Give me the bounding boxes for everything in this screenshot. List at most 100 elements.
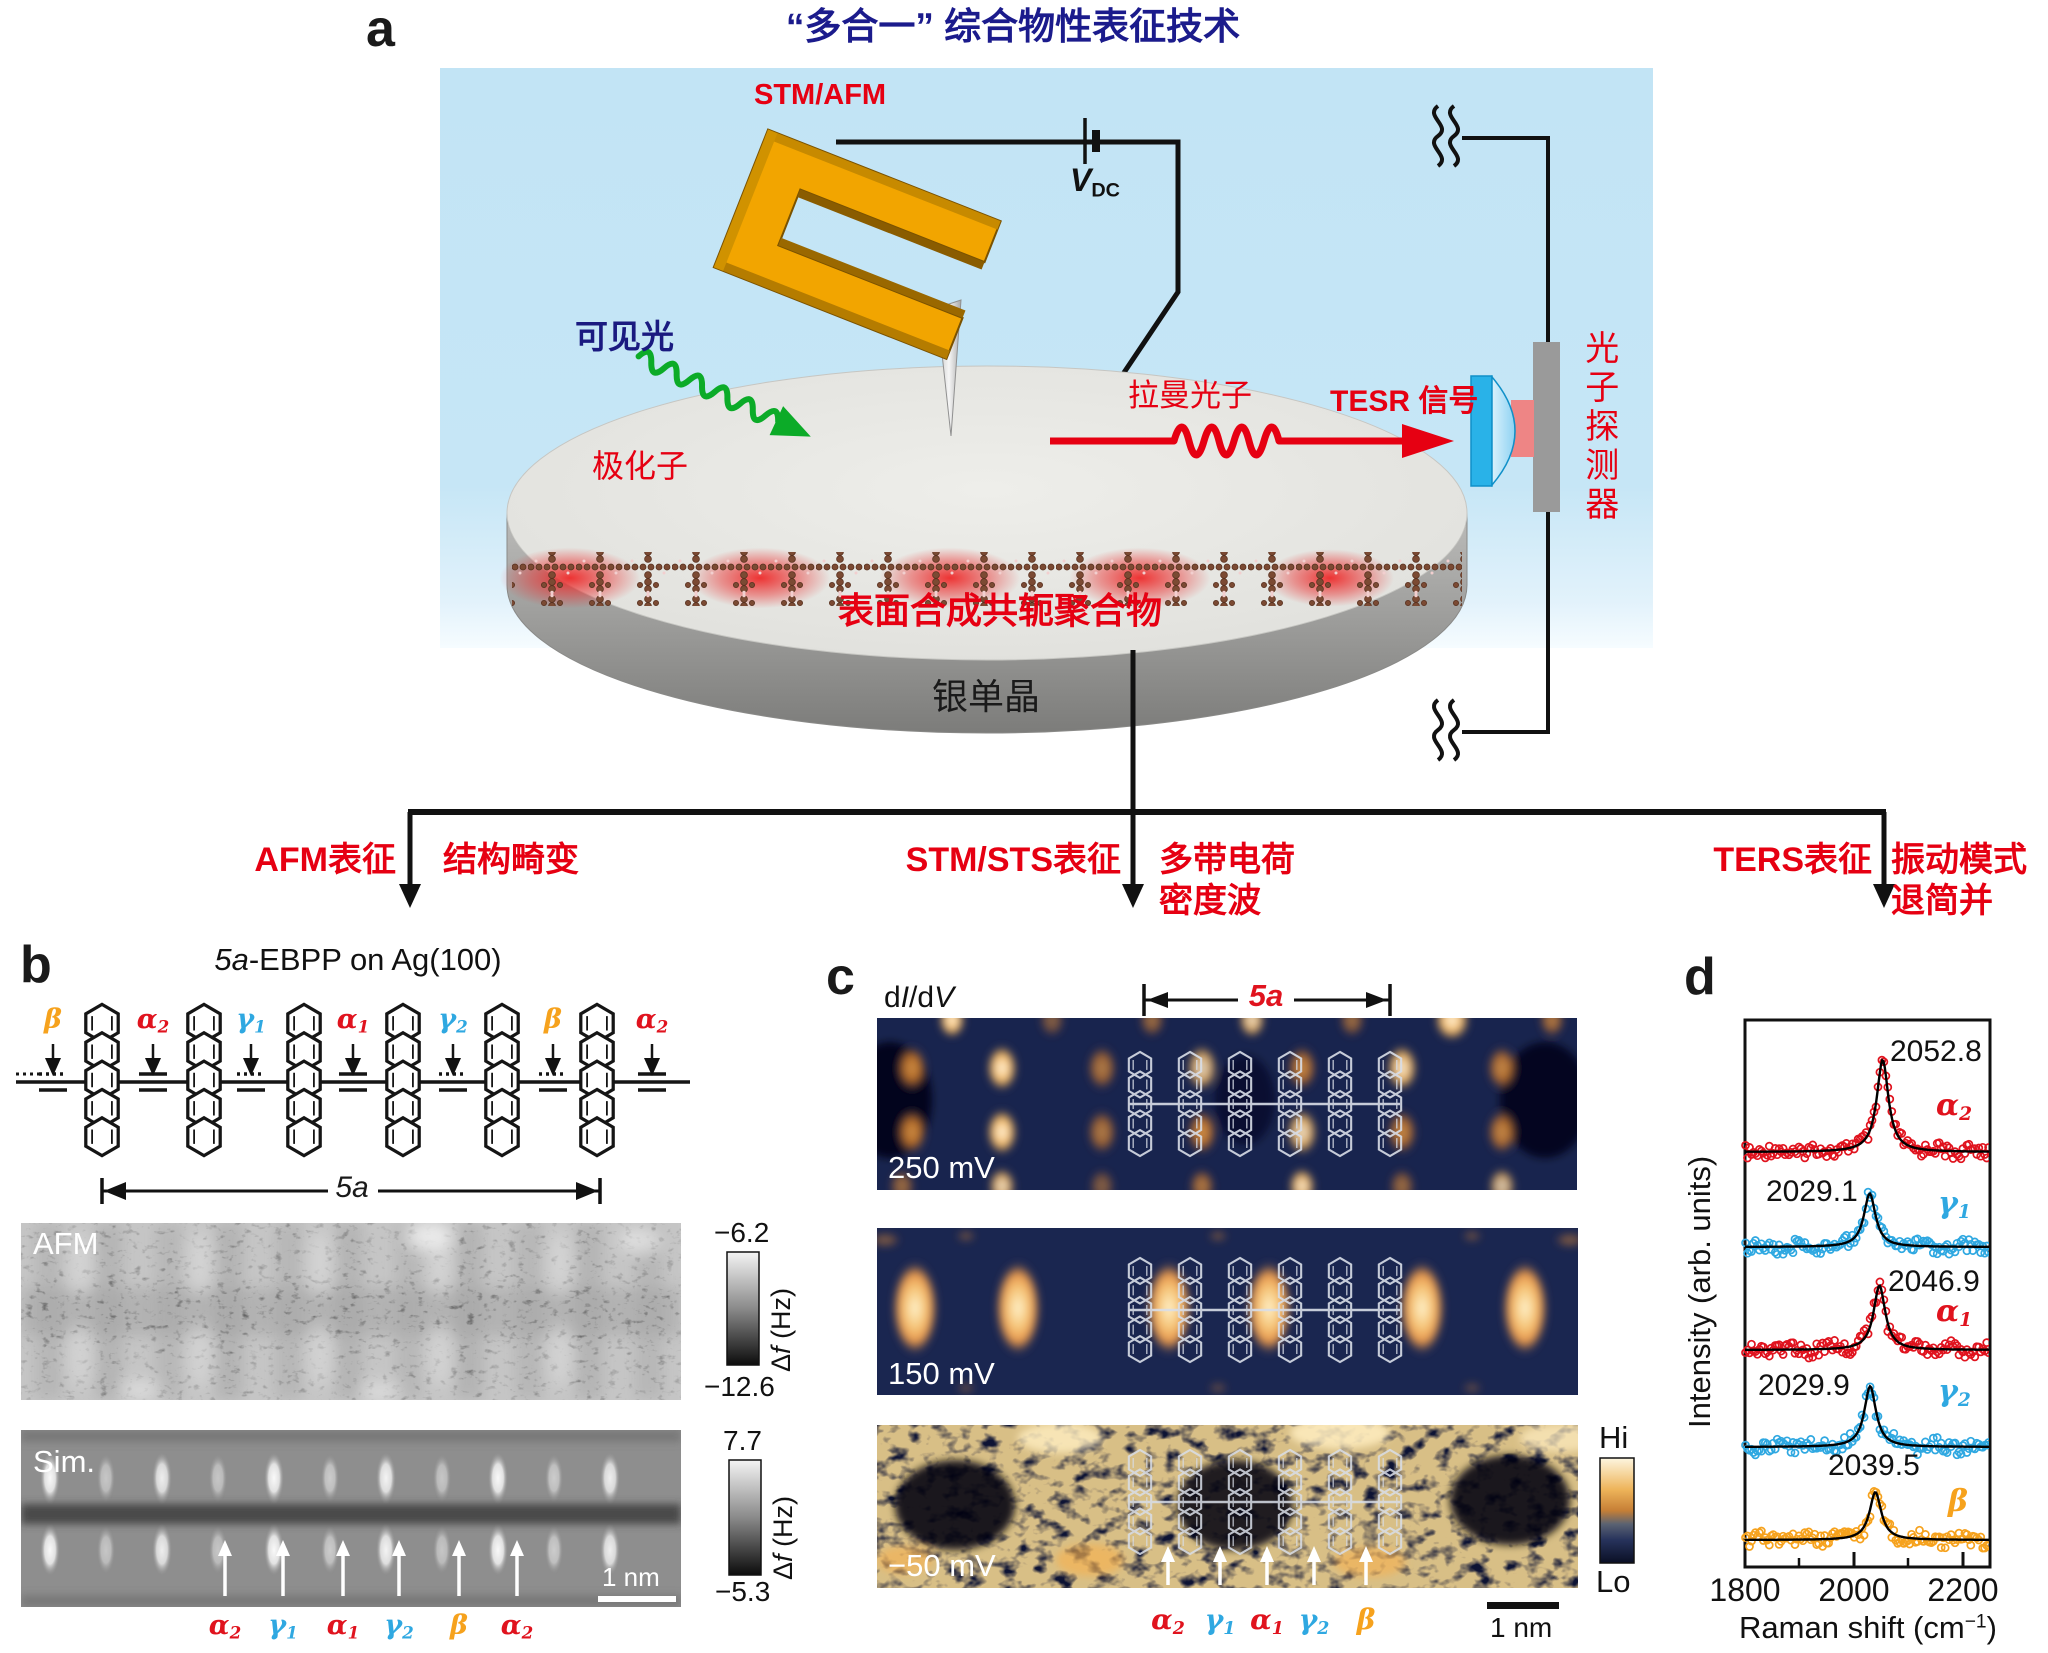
afm-colorbar-unit: Δf (Hz) xyxy=(766,1288,797,1372)
afm-image-label: AFM xyxy=(33,1226,99,1261)
fit-curve-γ1 xyxy=(1745,1191,1989,1248)
visible-light-label: 可见光 xyxy=(575,318,674,355)
peak-value-4: 2039.5 xyxy=(1828,1449,1920,1482)
bond-label-text: α xyxy=(336,1004,358,1035)
panel-c-label: c xyxy=(826,948,855,1006)
didv-V: V xyxy=(934,981,955,1014)
branch-result-afm: 结构畸变 xyxy=(443,841,579,879)
fit-curve-α1 xyxy=(1745,1283,1989,1351)
x-tick-2200: 2200 xyxy=(1927,1572,1999,1608)
f-symbol: f xyxy=(768,1554,798,1562)
branch-technique-afm: AFM表征 xyxy=(254,841,396,879)
peak-value-3: 2029.9 xyxy=(1758,1369,1850,1402)
break-symbol-top xyxy=(1432,104,1460,168)
detector-assembly xyxy=(1470,342,1560,512)
map-scalebar xyxy=(1487,1602,1559,1609)
x-tick-2000: 2000 xyxy=(1818,1572,1890,1608)
branch-result-stm-2: 密度波 xyxy=(1159,882,1261,920)
silver-crystal-label: 银单晶 xyxy=(931,676,1041,717)
x-axis-ticks xyxy=(1743,1552,1965,1567)
didv-span-marker xyxy=(1142,984,1392,1016)
greek-sub: 1 xyxy=(286,1622,298,1643)
sim-scalebar xyxy=(598,1596,676,1602)
bond-label-gamma1: γ1 xyxy=(236,1005,266,1037)
bond-label-beta-1: β xyxy=(44,1005,62,1036)
map-scalebar-label: 1 nm xyxy=(1490,1612,1553,1643)
afm-image xyxy=(21,1223,681,1400)
sim-pointer-arrows xyxy=(218,1540,524,1596)
bond-label-gamma2: γ2 xyxy=(438,1004,467,1036)
battery-icon xyxy=(1083,118,1100,164)
colorbar-lo: Lo xyxy=(1596,1564,1631,1599)
panel-d-label: d xyxy=(1684,948,1716,1006)
unit-rest: (Hz) xyxy=(768,1495,798,1555)
didv-slash: /d xyxy=(909,981,935,1014)
greek-sub: 2 xyxy=(1172,1618,1185,1639)
bond-label-alpha1: α1 xyxy=(336,1004,369,1036)
bond-label-sub: 2 xyxy=(157,1016,170,1037)
peak-value-2: 2046.9 xyxy=(1888,1265,1980,1298)
bond-label-text: β xyxy=(544,1004,562,1035)
x-axis-label-sup: −1 xyxy=(1964,1611,1987,1633)
panel-b-title-rest: -EBPP on Ag(100) xyxy=(248,942,502,977)
greek: γ xyxy=(1298,1603,1318,1636)
sim-colorbar-bottom: −5.3 xyxy=(715,1576,771,1607)
series-label-4: β xyxy=(1948,1486,1968,1521)
unit-cell-span-label-c: 5a xyxy=(1248,978,1284,1013)
unit-cell-span-label-b: 5a xyxy=(335,1171,369,1204)
x-axis-label: Raman shift (cm−1) xyxy=(1739,1610,1997,1645)
sim-arrow-label-3: γ2 xyxy=(384,1611,413,1642)
bond-label-sub: 2 xyxy=(656,1016,669,1037)
f-symbol: f xyxy=(766,1346,796,1354)
sim-colorbar-unit: Δf (Hz) xyxy=(768,1496,799,1580)
map-arrow-label-4: β xyxy=(1357,1605,1376,1638)
bias-150mv: 150 mV xyxy=(888,1356,995,1391)
didv-d: d xyxy=(884,981,901,1014)
sim-arrow-label-2: α1 xyxy=(327,1611,360,1643)
branch-technique-stm: STM/STS表征 xyxy=(905,841,1121,879)
sim-dumbbells xyxy=(38,1447,622,1581)
green-light-arrow xyxy=(635,348,811,437)
sim-arrow-label-5: α2 xyxy=(500,1610,533,1642)
sim-image-label: Sim. xyxy=(33,1444,95,1479)
panel-b-title: 5a-EBPP on Ag(100) xyxy=(214,942,502,977)
molecule-overlay-250 xyxy=(1128,1052,1401,1156)
delta: Δ xyxy=(766,1353,796,1372)
molecule-overlay-150 xyxy=(1128,1258,1401,1362)
map-arrow-label-0: α2 xyxy=(1151,1605,1185,1638)
greek: γ xyxy=(268,1610,287,1641)
branch-technique-ters: TERS表征 xyxy=(1713,841,1872,879)
greek: α xyxy=(1151,1603,1173,1636)
sim-arrow-label-0: α2 xyxy=(209,1611,241,1642)
afm-colorbar xyxy=(726,1251,760,1366)
panel-b-title-italic: 5a xyxy=(214,942,249,977)
didv-map-neg50mv xyxy=(877,1425,1578,1588)
detector-chip xyxy=(1511,400,1534,457)
greek-sub: 1 xyxy=(347,1622,360,1643)
greek-sub: 2 xyxy=(1957,1390,1971,1412)
bond-label-text: α xyxy=(136,1004,158,1035)
y-axis-label: Intensity (arb. units) xyxy=(1682,1155,1717,1428)
delta: Δ xyxy=(768,1561,798,1580)
fit-curve-β xyxy=(1745,1491,1989,1542)
sim-arrow-label-4: β xyxy=(450,1610,468,1642)
bond-label-text: γ xyxy=(438,1004,457,1035)
series-label-2: α1 xyxy=(1936,1296,1972,1331)
greek: β xyxy=(450,1610,468,1641)
flow-arrow-afm xyxy=(399,812,421,908)
greek: α xyxy=(500,1610,522,1641)
map-arrow-label-3: γ2 xyxy=(1299,1605,1330,1638)
greek: γ xyxy=(1938,1186,1958,1221)
cantilever xyxy=(712,128,1002,361)
greek: α xyxy=(1936,1088,1960,1123)
bond-label-sub: 1 xyxy=(254,1016,266,1037)
bond-pointer-arrows xyxy=(45,1044,660,1076)
panel-a-schematic xyxy=(440,68,1653,762)
greek: β xyxy=(1948,1484,1968,1519)
x-axis-label-post: ) xyxy=(1986,1610,1997,1645)
map-pointer-arrows xyxy=(1161,1546,1373,1585)
map-arrow-label-1: γ1 xyxy=(1205,1605,1236,1638)
detector-lens-dome xyxy=(1491,374,1516,488)
bias-subscript: DC xyxy=(1091,179,1120,202)
bias-250mv: 250 mV xyxy=(888,1150,995,1185)
